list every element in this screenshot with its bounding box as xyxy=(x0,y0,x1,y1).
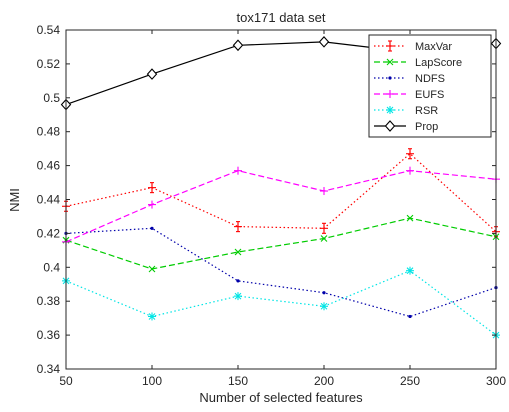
x-axis-ticks: 50 100 150 200 250 300 xyxy=(59,30,506,388)
legend-label-prop: Prop xyxy=(415,121,438,133)
series-ndfs xyxy=(64,226,498,319)
series-line-lapscore xyxy=(65,217,497,270)
x-tick-label: 50 xyxy=(59,374,73,388)
data-point-ndfs-2 xyxy=(236,279,240,283)
data-point-prop-1 xyxy=(146,68,158,80)
y-tick-label: 0.52 xyxy=(37,57,61,71)
data-point-eufs-3 xyxy=(320,187,328,196)
y-tick-label: 0.48 xyxy=(37,125,61,139)
data-point-ndfs-3 xyxy=(322,291,326,295)
series-line-rsr xyxy=(65,270,497,336)
legend-entry-maxvar: MaxVar xyxy=(374,40,452,53)
series-rsr xyxy=(62,266,500,340)
y-tick-label: 0.5 xyxy=(43,91,60,105)
y-tick-label: 0.54 xyxy=(37,23,61,37)
legend-box xyxy=(368,34,492,138)
data-point-maxvar-1 xyxy=(148,182,156,194)
legend-marker-lapscore xyxy=(386,58,394,66)
data-point-lapscore-2 xyxy=(234,248,242,256)
y-tick-label: 0.4 xyxy=(43,260,60,274)
y-axis-title: NMI xyxy=(7,188,22,212)
legend-label-eufs: EUFS xyxy=(415,89,444,101)
y-axis-ticks: 0.34 0.36 0.38 0.4 0.42 0.44 0.46 0.48 0.5 0.52 0.… xyxy=(37,23,496,376)
data-point-eufs-4 xyxy=(406,166,414,175)
legend-label-lapscore: LapScore xyxy=(415,57,462,69)
data-point-lapscore-1 xyxy=(148,265,156,273)
x-tick-label: 250 xyxy=(400,374,420,388)
data-point-lapscore-4 xyxy=(406,214,414,222)
legend-entry-rsr: RSR xyxy=(374,105,438,117)
data-point-prop-3 xyxy=(318,36,330,48)
data-point-prop-2 xyxy=(232,39,244,52)
data-point-eufs-2 xyxy=(234,166,242,175)
data-point-ndfs-4 xyxy=(408,314,412,319)
legend-marker-ndfs xyxy=(388,76,392,80)
series-eufs xyxy=(62,166,500,246)
legend-marker-prop xyxy=(384,120,396,132)
data-point-rsr-2 xyxy=(234,292,242,301)
data-point-rsr-1 xyxy=(148,312,156,321)
y-tick-label: 0.36 xyxy=(37,328,61,342)
legend-marker-maxvar xyxy=(386,40,394,52)
legend-label-maxvar: MaxVar xyxy=(415,41,452,53)
series-line-eufs xyxy=(65,170,497,243)
series-line-maxvar xyxy=(65,152,497,233)
data-point-maxvar-4 xyxy=(406,148,414,160)
chart-title: tox171 data set xyxy=(237,10,326,25)
data-point-eufs-1 xyxy=(148,200,156,209)
legend-label-rsr: RSR xyxy=(415,105,438,117)
legend-marker-eufs xyxy=(386,90,394,98)
y-tick-label: 0.46 xyxy=(37,159,61,173)
legend-marker-rsr xyxy=(386,106,394,114)
data-point-maxvar-3 xyxy=(320,222,328,234)
legend-entry-lapscore: LapScore xyxy=(374,57,462,69)
x-tick-label: 150 xyxy=(228,374,248,388)
legend: MaxVar LapScore NDFS EUFS RSR Prop xyxy=(368,34,492,138)
x-tick-label: 300 xyxy=(486,374,506,388)
series-line-ndfs xyxy=(65,227,497,318)
y-tick-label: 0.42 xyxy=(37,226,61,240)
x-tick-label: 100 xyxy=(142,374,162,388)
legend-entry-prop: Prop xyxy=(374,120,438,133)
data-point-ndfs-1 xyxy=(150,226,154,230)
y-tick-label: 0.44 xyxy=(37,193,61,207)
y-tick-label: 0.34 xyxy=(37,362,61,376)
data-point-lapscore-3 xyxy=(320,235,328,242)
series-lapscore xyxy=(62,214,500,273)
legend-entry-eufs: EUFS xyxy=(374,89,444,101)
data-point-rsr-4 xyxy=(406,266,414,275)
data-point-maxvar-2 xyxy=(234,221,242,233)
legend-label-ndfs: NDFS xyxy=(415,73,445,85)
x-axis-title: Number of selected features xyxy=(199,390,363,405)
legend-entry-ndfs: NDFS xyxy=(374,73,445,85)
y-tick-label: 0.38 xyxy=(37,294,61,308)
data-point-rsr-3 xyxy=(320,302,328,311)
x-tick-label: 200 xyxy=(314,374,334,388)
